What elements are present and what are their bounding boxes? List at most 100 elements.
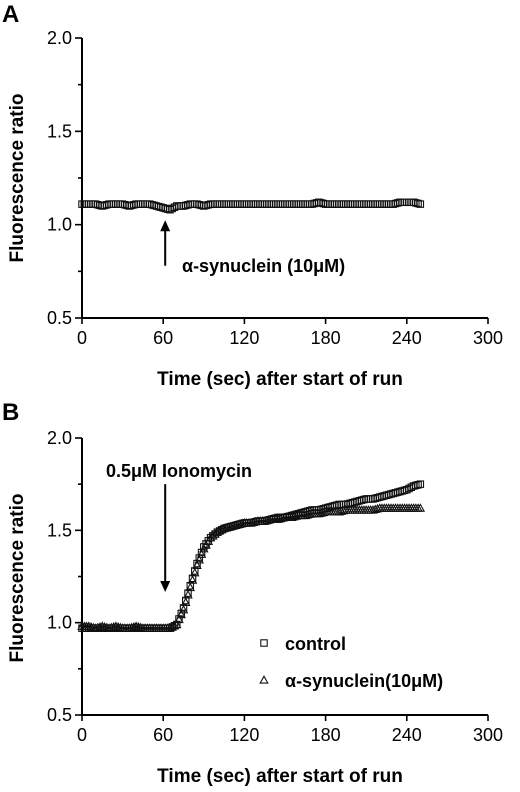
panel-a-annotation: α-synuclein (10μM) <box>182 256 345 276</box>
data-point <box>233 200 242 208</box>
panel-a-y-tick-label: 0.5 <box>47 308 72 328</box>
data-point <box>360 200 368 208</box>
data-point <box>269 200 278 208</box>
panel-a-y-tick-label: 1.5 <box>47 121 72 141</box>
legend-marker-alpha-synuclein <box>259 675 269 684</box>
data-point <box>288 200 296 208</box>
data-point <box>301 200 310 208</box>
data-point <box>85 200 93 208</box>
data-point <box>283 200 292 208</box>
data-point <box>292 200 301 208</box>
data-point <box>353 200 361 208</box>
data-point <box>247 200 255 208</box>
data-point <box>344 200 352 208</box>
data-point <box>185 582 196 592</box>
data-point <box>86 622 96 631</box>
panel-b-y-tick-label: 1.0 <box>47 613 72 633</box>
data-point <box>229 200 237 208</box>
data-point <box>285 200 294 208</box>
data-point <box>112 200 120 208</box>
data-point <box>371 200 379 208</box>
data-point <box>139 200 147 208</box>
panel-b-y-tick-label: 1.5 <box>47 520 72 540</box>
panel-b-annotation: 0.5μM Ionomycin <box>106 461 252 481</box>
data-point <box>97 621 108 630</box>
panel-b-x-tick-label: 180 <box>311 725 341 745</box>
data-point <box>330 200 339 208</box>
data-point <box>403 198 411 207</box>
panel-a-x-tick-label: 300 <box>473 328 503 348</box>
panel-a: A Fluorescence ratio Time (sec) after st… <box>2 1 503 390</box>
data-point <box>174 614 184 624</box>
panel-a-x-tick-label: 120 <box>229 328 259 348</box>
data-point <box>297 200 305 208</box>
data-point <box>240 200 249 208</box>
data-point <box>220 200 228 208</box>
data-point <box>187 575 198 584</box>
data-point <box>129 622 139 631</box>
legend-marker-control <box>260 639 268 647</box>
data-point <box>135 622 146 632</box>
data-point <box>400 198 409 207</box>
data-point <box>133 622 144 631</box>
panel-b-x-tick-label: 300 <box>473 725 503 745</box>
data-point <box>414 199 422 208</box>
panel-b-y-tick-label: 2.0 <box>47 428 72 448</box>
data-point <box>254 200 262 208</box>
data-point <box>415 503 426 512</box>
data-point <box>88 622 99 632</box>
panel-b-x-axis-title: Time (sec) after start of run <box>157 766 403 787</box>
data-point <box>238 200 246 208</box>
data-point <box>178 604 189 614</box>
data-point <box>176 609 186 619</box>
data-point <box>192 560 202 570</box>
legend-label-control: control <box>285 634 346 654</box>
data-point <box>299 200 307 208</box>
data-point <box>346 200 355 208</box>
data-point <box>218 200 226 208</box>
data-point <box>281 200 289 208</box>
data-point <box>231 200 240 208</box>
data-point <box>278 200 287 208</box>
data-point <box>109 200 118 208</box>
data-point <box>213 200 222 208</box>
data-point <box>87 200 95 208</box>
data-point <box>258 200 267 208</box>
data-point <box>412 481 420 490</box>
data-point <box>242 200 251 208</box>
panel-a-letter: A <box>2 1 19 28</box>
panel-b-y-tick-label: 0.5 <box>47 705 72 725</box>
data-point <box>108 622 119 631</box>
panel-b-legend: control α-synuclein(10μM) <box>259 634 443 691</box>
data-point <box>190 567 200 577</box>
data-point <box>303 200 312 208</box>
data-point <box>375 200 384 208</box>
data-point <box>82 200 91 208</box>
panel-b-letter: B <box>2 399 19 426</box>
data-point <box>414 481 422 489</box>
panel-b: B Fluorescence ratio Time (sec) after st… <box>2 399 503 787</box>
panel-a-x-tick-label: 240 <box>392 328 422 348</box>
data-point <box>366 200 375 208</box>
data-point <box>188 574 197 583</box>
data-point <box>191 567 199 575</box>
data-point <box>326 200 334 208</box>
panel-b-x-tick-label: 60 <box>153 725 173 745</box>
data-point <box>373 200 382 208</box>
data-point <box>362 200 370 208</box>
panel-a-x-tick-label: 180 <box>311 328 341 348</box>
data-point <box>265 200 273 208</box>
panel-b-series-0 <box>78 480 425 632</box>
data-point <box>290 200 298 208</box>
data-point <box>111 621 121 630</box>
panel-b-x-tick-label: 240 <box>392 725 422 745</box>
data-point <box>357 200 366 208</box>
data-point <box>84 621 94 630</box>
data-point <box>249 200 258 208</box>
data-point <box>416 200 425 208</box>
data-point <box>369 200 377 208</box>
data-point <box>236 200 244 208</box>
data-point <box>348 200 357 208</box>
data-point <box>182 596 190 605</box>
data-point <box>256 200 264 208</box>
